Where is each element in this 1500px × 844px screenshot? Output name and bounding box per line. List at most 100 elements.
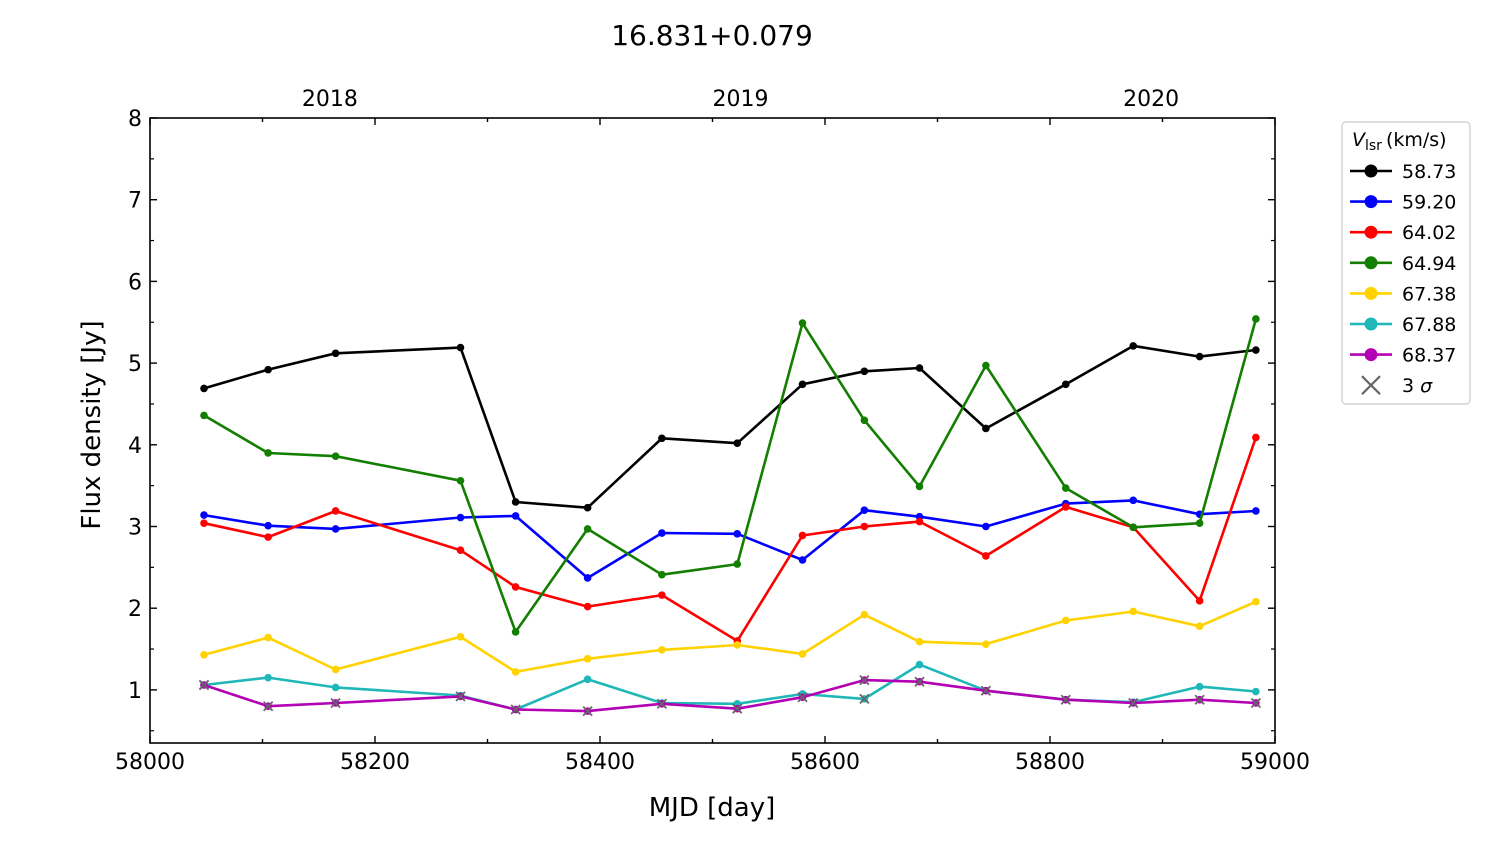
data-point — [331, 507, 340, 515]
x-axis-ticks: 58000 58200 58400 58600 58800 59000 — [115, 118, 1310, 775]
y-tick-label: 4 — [128, 434, 142, 459]
data-point — [982, 640, 990, 648]
data-point — [915, 482, 924, 491]
legend-label: 3 σ — [1402, 375, 1433, 397]
data-point — [264, 533, 272, 541]
upper-limit-marker — [980, 685, 992, 696]
data-point — [456, 476, 465, 485]
data-point — [511, 498, 520, 506]
upper-limit-marker — [914, 676, 925, 687]
data-point — [1061, 380, 1070, 389]
data-point — [915, 637, 924, 646]
x-tick-label: 59000 — [1240, 750, 1310, 775]
data-point — [1129, 496, 1138, 505]
data-point — [200, 650, 208, 659]
data-point — [1252, 507, 1260, 515]
data-point — [1195, 622, 1204, 630]
data-point — [1252, 346, 1260, 354]
legend-label: 67.88 — [1402, 314, 1456, 336]
data-point — [915, 364, 924, 372]
data-point — [1129, 342, 1138, 350]
legend-marker — [1364, 225, 1378, 239]
top-year-label: 2018 — [302, 87, 358, 112]
upper-limit-marker — [262, 701, 274, 712]
legend-item-3-sigma: 3 σ — [1361, 375, 1433, 397]
legend-label: 59.20 — [1402, 192, 1456, 214]
y-tick-label: 7 — [128, 189, 142, 214]
upper-limit-marker — [1250, 697, 1262, 709]
legend-items: 58.73 59.20 64.02 64.94 67.38 67.88 68.37 3 σ — [1350, 161, 1456, 397]
data-point — [331, 665, 340, 674]
legend-label: 68.37 — [1402, 345, 1456, 367]
data-point — [860, 367, 869, 376]
data-point — [200, 511, 208, 519]
data-point — [733, 530, 742, 538]
series-layer — [198, 315, 1262, 717]
series-64.02 — [200, 433, 1260, 645]
legend-label: 58.73 — [1402, 161, 1456, 183]
legend-marker — [1364, 164, 1378, 178]
data-point — [915, 660, 924, 669]
data-point — [456, 513, 465, 522]
top-year-label: 2020 — [1123, 87, 1179, 112]
data-point — [511, 512, 520, 520]
x-tick-label: 58600 — [790, 750, 860, 775]
data-point — [264, 633, 272, 642]
data-point — [982, 361, 990, 370]
upper-limit-marker — [859, 693, 870, 705]
data-point — [733, 641, 742, 649]
data-point — [1195, 682, 1204, 691]
x-tick-label: 58800 — [1015, 750, 1085, 775]
y-tick-label: 3 — [128, 515, 142, 540]
plot-area — [149, 117, 1276, 744]
series-58.73 — [200, 342, 1260, 512]
data-point — [1061, 616, 1070, 625]
legend-frame — [1341, 121, 1471, 405]
legend-label: 64.94 — [1402, 253, 1456, 275]
series-68.37 — [198, 674, 1262, 717]
upper-limit-marker — [510, 704, 521, 715]
data-point — [583, 525, 592, 533]
data-point — [1195, 519, 1204, 528]
data-point — [1252, 597, 1260, 606]
legend-item-58.73: 58.73 — [1350, 161, 1456, 183]
data-point — [264, 673, 272, 682]
data-point — [456, 546, 465, 554]
data-point — [1195, 352, 1204, 361]
x-tick-label: 58400 — [565, 750, 635, 775]
upper-limit-marker — [1128, 697, 1139, 709]
upper-limit-marker — [330, 697, 341, 709]
legend-item-64.02: 64.02 — [1350, 222, 1456, 244]
data-point — [511, 583, 520, 591]
data-point — [456, 343, 465, 352]
legend-marker — [1364, 256, 1378, 270]
data-point — [200, 519, 208, 528]
series-67.88 — [198, 660, 1260, 714]
data-point — [798, 380, 807, 389]
data-point — [331, 525, 340, 533]
data-point — [982, 424, 990, 433]
series-line — [203, 600, 1257, 674]
data-point — [798, 556, 807, 564]
series-line — [203, 318, 1258, 634]
series-line — [203, 499, 1256, 580]
data-point — [264, 365, 272, 374]
y-tick-label: 8 — [128, 107, 142, 132]
upper-limit-marker — [732, 703, 743, 714]
legend-item-67.38: 67.38 — [1350, 283, 1456, 305]
upper-limit-marker — [1060, 694, 1071, 705]
upper-limit-marker — [1194, 694, 1205, 705]
upper-limit-marker — [198, 679, 210, 691]
top-axis-year-ticks: 2018 2019 2020 — [302, 87, 1179, 112]
legend-x-marker — [1361, 375, 1381, 395]
legend-marker — [1364, 286, 1378, 300]
data-point — [200, 384, 208, 393]
y-tick-label: 5 — [128, 352, 142, 377]
series-64.94 — [200, 315, 1260, 636]
data-point — [583, 675, 592, 684]
data-point — [658, 646, 666, 654]
chart-title: 16.831+0.079 — [611, 19, 813, 52]
legend-marker — [1364, 348, 1378, 362]
legend-item-59.20: 59.20 — [1350, 192, 1456, 214]
data-point — [1061, 503, 1070, 511]
